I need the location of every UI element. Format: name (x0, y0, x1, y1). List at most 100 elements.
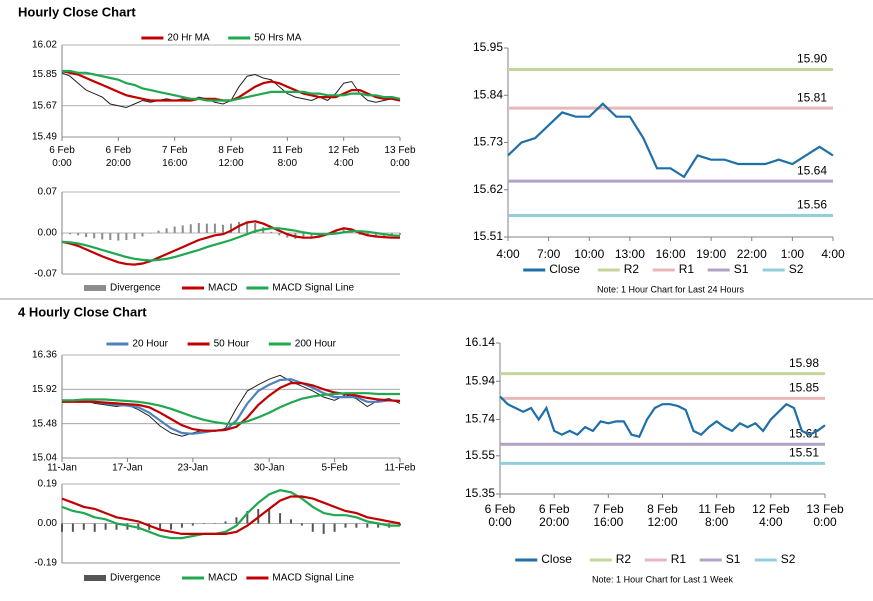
legend-label: S2 (789, 262, 804, 276)
y-tick-label: 15.85 (32, 69, 57, 80)
x-tick-label: 7 Feb 16:00 (162, 145, 188, 169)
divergence-bar (159, 523, 162, 530)
x-tick-label: 11-Jan (47, 463, 77, 474)
level-label: 15.64 (797, 163, 827, 177)
divergence-bar (270, 231, 273, 233)
legend-label: 20 Hr MA (167, 33, 210, 44)
y-tick-label: 16.02 (32, 40, 57, 51)
x-tick-label: 4:00 (821, 247, 845, 261)
legend-label: MACD (208, 573, 237, 584)
legend-label: 50 Hrs MA (254, 33, 302, 44)
y-tick-label: 0.00 (38, 518, 58, 529)
divergence-bar (289, 519, 292, 524)
divergence-bar (333, 523, 336, 532)
y-tick-label: 0.00 (38, 228, 58, 239)
section-title: Hourly Close Chart (18, 4, 136, 19)
y-tick-label: 15.84 (473, 87, 503, 101)
divergence-bar (85, 233, 88, 238)
x-tick-label: 23-Jan (178, 463, 209, 474)
x-tick-label: 11 Feb 8:00 (698, 502, 735, 529)
divergence-bar (71, 523, 74, 532)
divergence-bar (246, 511, 249, 524)
divergence-bar (224, 521, 227, 524)
x-tick-label: 30-Jan (254, 463, 285, 474)
divergence-bar (205, 223, 208, 233)
y-tick-label: 0.19 (38, 479, 58, 490)
divergence-bar (213, 523, 216, 524)
series-line (61, 489, 400, 540)
legend-label: MACD (208, 283, 237, 294)
divergence-bar (310, 233, 313, 238)
x-tick-label: 12 Feb 4:00 (752, 502, 790, 529)
y-tick-label: -0.19 (34, 558, 57, 569)
divergence-bar (104, 523, 107, 530)
x-tick-label: 6 Feb 0:00 (485, 502, 516, 529)
x-tick-label: 16:00 (655, 247, 685, 261)
divergence-bar (189, 224, 192, 233)
legend-label: R2 (616, 552, 632, 566)
x-tick-label: 7:00 (537, 247, 561, 261)
divergence-bar (279, 513, 282, 524)
divergence-bar (197, 223, 200, 233)
y-tick-label: 16.36 (32, 350, 57, 361)
divergence-bar (344, 523, 347, 528)
divergence-bar (77, 233, 80, 236)
series-line (61, 374, 401, 437)
divergence-bar (254, 223, 257, 233)
divergence-bar (302, 233, 305, 239)
x-tick-label: 13 Feb 0:00 (806, 502, 844, 529)
divergence-bar (115, 523, 118, 530)
divergence-bar (278, 233, 281, 236)
legend-label: Divergence (110, 283, 161, 294)
legend-label: 20 Hour (132, 339, 168, 350)
x-tick-label: 1:00 (781, 247, 805, 261)
divergence-bar (191, 523, 194, 526)
y-tick-label: 15.51 (473, 229, 503, 243)
y-tick-label: 15.94 (465, 373, 495, 387)
x-tick-label: 12 Feb 4:00 (328, 145, 360, 169)
x-tick-label: 11 Feb 8:00 (272, 145, 303, 169)
series-line (499, 395, 826, 438)
chart-note: Note: 1 Hour Chart for Last 1 Week (592, 574, 733, 584)
level-label: 15.85 (789, 381, 819, 395)
series-line (61, 220, 400, 266)
legend-label: 50 Hour (214, 339, 250, 350)
divergence-bar (170, 523, 173, 530)
section-title: 4 Hourly Close Chart (18, 304, 147, 319)
divergence-bar (149, 233, 152, 234)
divergence-bar (133, 233, 136, 239)
divergence-bar (213, 223, 216, 233)
legend-label: S1 (734, 262, 749, 276)
divergence-bar (374, 233, 377, 237)
legend-swatch (84, 285, 106, 291)
y-tick-label: 15.95 (473, 40, 503, 54)
y-tick-label: 15.73 (473, 135, 503, 149)
x-tick-label: 13 Feb 0:00 (384, 145, 416, 169)
divergence-bar (366, 523, 369, 528)
y-tick-label: 15.92 (32, 384, 57, 395)
legend-swatch (84, 575, 106, 581)
divergence-bar (221, 224, 224, 233)
chart-note: Note: 1 Hour Chart for Last 24 Hours (597, 284, 745, 294)
series-line (61, 378, 401, 435)
x-tick-label: 22:00 (737, 247, 767, 261)
divergence-bar (165, 228, 168, 233)
y-tick-label: 15.04 (32, 453, 57, 464)
divergence-bar (235, 517, 238, 524)
series-line (507, 102, 834, 179)
y-tick-label: 15.62 (473, 182, 503, 196)
legend-label: MACD Signal Line (272, 573, 354, 584)
level-label: 15.51 (789, 446, 819, 460)
legend-label: R1 (679, 262, 695, 276)
y-tick-label: -0.07 (34, 269, 57, 280)
divergence-bar (141, 233, 144, 237)
divergence-bar (173, 226, 176, 233)
divergence-bar (157, 230, 160, 233)
divergence-bar (300, 523, 303, 526)
x-tick-label: 11-Feb (385, 463, 416, 474)
x-tick-label: 19:00 (696, 247, 726, 261)
x-tick-label: 6 Feb 0:00 (49, 145, 75, 169)
series-line (61, 495, 401, 535)
divergence-bar (93, 233, 96, 239)
